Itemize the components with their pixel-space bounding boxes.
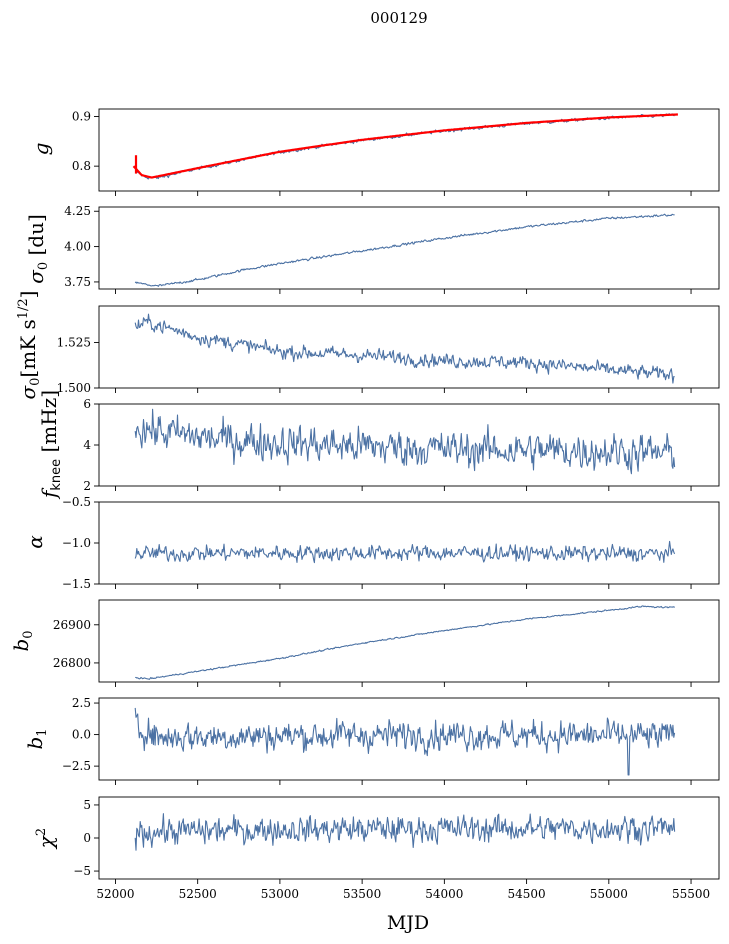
axes-frame (98, 599, 720, 683)
ylabel-b0: b0 (9, 630, 36, 651)
series-line (134, 313, 675, 384)
y-tick-label: 1.525 (57, 335, 91, 349)
series-line (134, 813, 676, 851)
axes-frame (98, 697, 720, 781)
y-tick-label: −2.5 (62, 759, 91, 773)
y-tick-label: 0.0 (72, 728, 91, 742)
y-tick-label: 4 (83, 438, 91, 452)
y-tick-label: 1.500 (57, 381, 91, 395)
panel-b0: b0 26800 26900 (9, 599, 720, 687)
x-tick-label: 55500 (672, 887, 710, 901)
x-tick-label: 54000 (425, 887, 463, 901)
x-axis-label: MJD (387, 912, 429, 934)
y-tick-label: −1.0 (62, 536, 91, 550)
ylabel-b1: b1 (23, 728, 50, 749)
axes-frame (98, 305, 720, 389)
x-tick-label: 54500 (507, 887, 545, 901)
panel-b1: b1 −2.5 0.0 2.5 (23, 696, 720, 785)
x-tick-label: 53000 (261, 887, 299, 901)
x-tick-label: 55000 (590, 887, 628, 901)
y-tick-label: 3.75 (64, 275, 91, 289)
panel-fknee: fknee [mHz] 2 4 6 (37, 390, 720, 500)
series-fit-line (132, 113, 678, 179)
ylabel-sigma0-du: σ0 [du] (24, 214, 51, 284)
axes-frame (98, 796, 720, 880)
figure-title: 000129 (370, 9, 427, 27)
panel-sigma0-mk: σ0[mK s1/2] 1.500 1.525 (16, 290, 720, 400)
x-tick-label: 53500 (343, 887, 381, 901)
y-tick-label: 5 (83, 798, 91, 812)
panel-g: g 0.8 0.9 (29, 108, 720, 196)
y-tick-label: −0.5 (62, 495, 91, 509)
y-tick-label: 0 (83, 831, 91, 845)
panel-sigma0-du: σ0 [du] 3.75 4.00 4.25 (24, 204, 720, 294)
ylabel-g: g (29, 143, 53, 156)
ylabel-fknee: fknee [mHz] (37, 390, 64, 500)
axes-frame (98, 206, 720, 290)
y-tick-label: 0.9 (72, 109, 91, 123)
y-tick-label: 26800 (53, 656, 91, 670)
ylabel-chi2: χ2 (34, 828, 58, 850)
x-tick-label: 52500 (179, 887, 217, 901)
panel-alpha: α −1.5 −1.0 −0.5 (23, 495, 720, 591)
series-line (134, 540, 676, 564)
y-tick-label: 6 (83, 397, 91, 411)
y-tick-label: 26900 (53, 618, 91, 632)
y-tick-label: 4.00 (64, 240, 91, 254)
panel-chi2: χ2 −5 0 5 52000 52500 53000 53500 54000 54500 550… (34, 796, 720, 901)
y-tick-label: −5 (73, 864, 91, 878)
y-tick-label: 2.5 (72, 696, 91, 710)
series-line (134, 113, 675, 180)
axes-frame (98, 108, 720, 192)
ylabel-alpha: α (23, 535, 47, 549)
ylabel-sigma0-mk: σ0[mK s1/2] (16, 290, 43, 399)
series-line (134, 707, 676, 776)
y-tick-label: −1.5 (62, 577, 91, 591)
series-line (135, 605, 675, 680)
y-tick-label: 2 (83, 479, 91, 493)
x-tick-label: 52000 (96, 887, 134, 901)
series-line (134, 213, 675, 287)
y-tick-label: 4.25 (64, 204, 91, 218)
y-tick-label: 0.8 (72, 159, 91, 173)
series-line (134, 408, 676, 475)
axes-frame (98, 501, 720, 585)
